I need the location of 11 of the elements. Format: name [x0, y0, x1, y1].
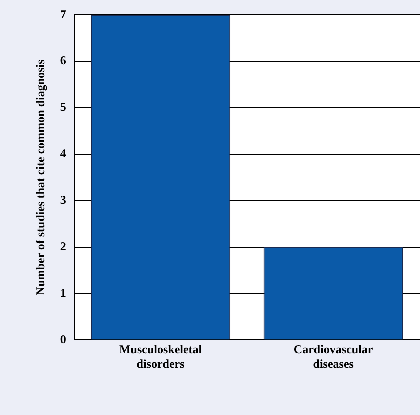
- y-tick-label: 7: [60, 7, 66, 22]
- y-axis-title: Number of studies that cite common diagnosis: [33, 59, 48, 296]
- y-tick-label: 6: [60, 54, 66, 68]
- x-tick-label: Musculoskeletal disorders: [119, 342, 203, 371]
- y-tick-label: 2: [60, 239, 66, 254]
- y-tick-label: 0: [60, 332, 66, 346]
- x-tick-label: Cardiovascular diseases: [294, 342, 374, 371]
- y-tick-label: 4: [60, 146, 66, 161]
- y-tick-label: 1: [60, 286, 66, 300]
- y-tick-label: 5: [60, 100, 66, 114]
- y-tick-label: 3: [60, 193, 66, 208]
